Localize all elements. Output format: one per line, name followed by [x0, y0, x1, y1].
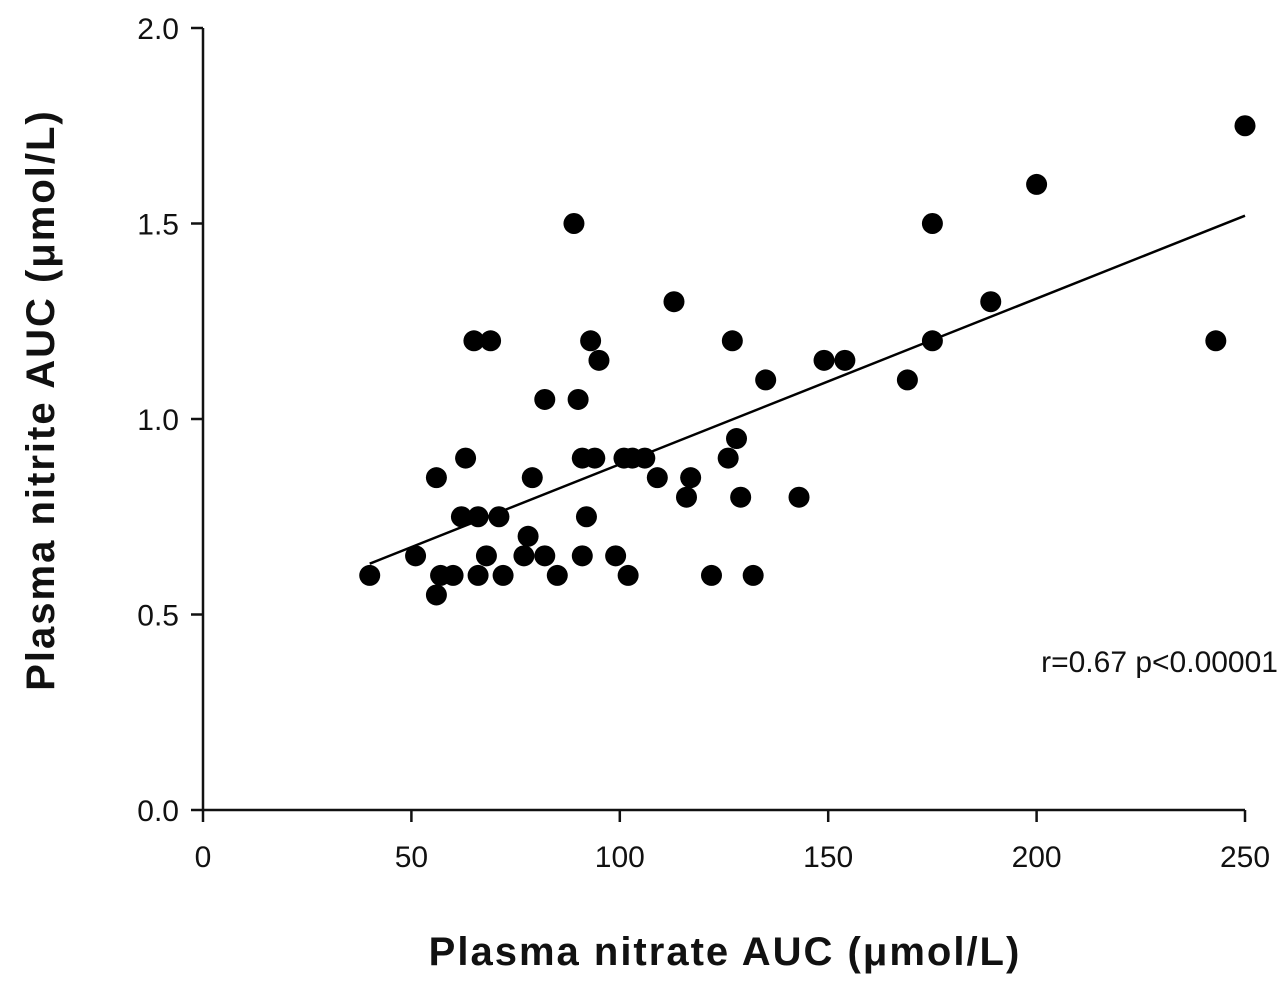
data-point	[605, 545, 627, 567]
data-point	[580, 330, 602, 352]
data-point	[675, 486, 697, 508]
data-point	[563, 213, 585, 234]
x-tick-label: 0	[195, 841, 212, 874]
data-point	[467, 564, 489, 586]
data-point	[921, 330, 943, 352]
data-point	[834, 349, 856, 371]
data-point	[521, 467, 543, 489]
data-point	[575, 506, 597, 528]
data-point	[680, 467, 702, 489]
data-point	[1234, 115, 1256, 137]
axes	[201, 28, 1245, 812]
y-axis-ticks: 0.0 0.5 1.0 1.5 2.0	[137, 13, 203, 828]
data-point	[467, 506, 489, 528]
data-point	[475, 545, 497, 567]
data-point	[921, 213, 943, 234]
data-point	[480, 330, 502, 352]
x-tick-label: 50	[395, 841, 428, 874]
x-tick-label: 200	[1012, 841, 1062, 874]
y-tick-label: 2.0	[137, 13, 179, 46]
data-point	[634, 447, 656, 469]
data-point	[1205, 330, 1227, 352]
data-point	[567, 388, 589, 410]
data-point	[721, 330, 743, 352]
data-points	[359, 115, 1256, 606]
data-point	[513, 545, 535, 567]
data-point	[755, 369, 777, 391]
data-point	[455, 447, 477, 469]
data-point	[488, 506, 510, 528]
x-tick-label: 150	[803, 841, 853, 874]
data-point	[663, 291, 685, 313]
regression-line	[369, 214, 1246, 565]
y-tick-label: 1.5	[137, 209, 179, 242]
data-point	[359, 564, 381, 586]
data-point	[517, 525, 539, 547]
x-tick-label: 100	[595, 841, 645, 874]
data-point	[450, 506, 472, 528]
data-point	[492, 564, 514, 586]
x-axis-label: Plasma nitrate AUC (μmol/L)	[429, 930, 1022, 974]
y-tick-label: 1.0	[137, 404, 179, 437]
data-point	[1026, 173, 1048, 195]
data-point	[571, 545, 593, 567]
data-point	[730, 486, 752, 508]
regression-line-layer	[369, 214, 1246, 565]
data-point	[588, 349, 610, 371]
data-point	[788, 486, 810, 508]
data-point	[646, 467, 668, 489]
data-point	[546, 564, 568, 586]
data-point	[584, 447, 606, 469]
data-point	[442, 564, 464, 586]
data-point	[534, 545, 556, 567]
data-point	[896, 369, 918, 391]
data-point	[700, 564, 722, 586]
data-point	[617, 564, 639, 586]
data-point	[980, 291, 1002, 313]
y-tick-label: 0.5	[137, 600, 179, 633]
x-axis-ticks: 0 50 100 150 200 250	[195, 810, 1270, 874]
data-point	[534, 388, 556, 410]
data-point	[813, 349, 835, 371]
data-point	[425, 584, 447, 606]
y-tick-label: 0.0	[137, 795, 179, 828]
data-point	[405, 545, 427, 567]
data-point	[726, 428, 748, 450]
x-tick-label: 250	[1220, 841, 1270, 874]
data-point	[742, 564, 764, 586]
correlation-annotation: r=0.67 p<0.00001	[1041, 646, 1278, 679]
data-point	[463, 330, 485, 352]
y-axis-label: Plasma nitrite AUC (μmol/L)	[19, 109, 63, 691]
data-point	[717, 447, 739, 469]
data-point	[425, 467, 447, 489]
